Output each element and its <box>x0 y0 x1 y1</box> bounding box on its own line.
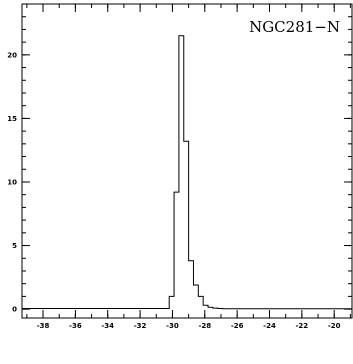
y-tick-label: 0 <box>12 306 17 314</box>
x-tick-label: -36 <box>69 322 82 330</box>
histogram-step-line <box>22 35 352 310</box>
x-tick-label: -28 <box>198 322 211 330</box>
x-tick-label: -26 <box>231 322 244 330</box>
y-tick-label: 10 <box>7 178 17 186</box>
minor-ticks <box>22 3 352 318</box>
x-tick-label: -24 <box>263 322 276 330</box>
major-ticks <box>22 4 352 318</box>
x-tick-label: -30 <box>166 322 179 330</box>
y-tick-label: 5 <box>12 242 17 250</box>
x-tick-label: -34 <box>101 322 114 330</box>
x-tick-label: -20 <box>328 322 341 330</box>
plot-frame <box>21 3 353 319</box>
y-tick-label: 20 <box>7 51 17 59</box>
x-tick-label: -38 <box>37 322 50 330</box>
chart-title: NGC281−N <box>249 18 340 36</box>
tick-labels: -38 -36 -34 -32 -30 -28 -26 -24 -22 -20 0 5 10 15 20 <box>7 51 340 330</box>
x-tick-label: -32 <box>134 322 147 330</box>
y-tick-label: 15 <box>7 115 17 123</box>
x-tick-label: -22 <box>296 322 309 330</box>
